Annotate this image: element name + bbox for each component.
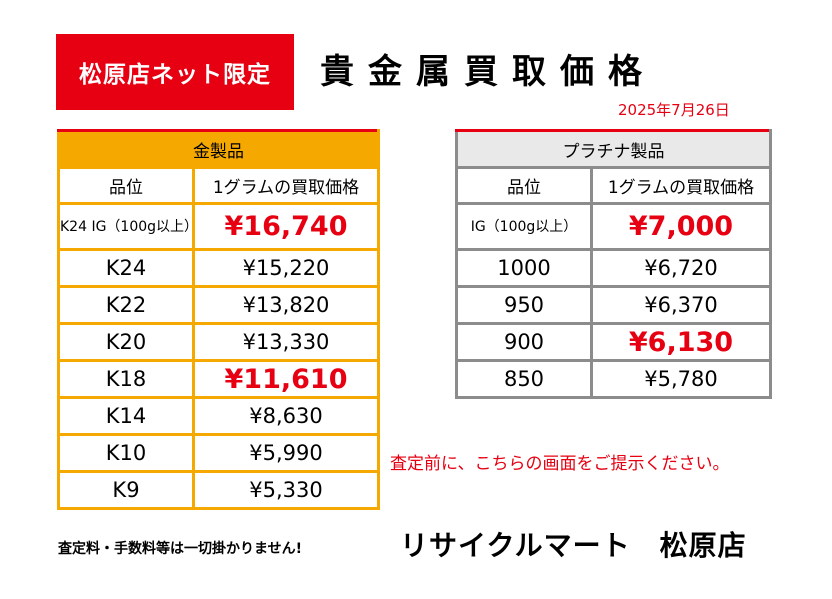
table-row: K22 ¥13,820 <box>57 285 380 325</box>
gold-grade-cell: K14 <box>57 396 195 436</box>
gold-price-table: 金製品 品位 1グラムの買取価格 K24 IG（100g以上） ¥16,740 … <box>57 129 380 510</box>
table-row: 1000 ¥6,720 <box>455 248 772 288</box>
gold-price-cell: ¥8,630 <box>192 396 380 436</box>
platinum-price-cell: ¥6,370 <box>590 285 772 325</box>
gold-price-cell: ¥13,820 <box>192 285 380 325</box>
table-row: K9 ¥5,330 <box>57 470 380 510</box>
platinum-grade-cell: 1000 <box>455 248 593 288</box>
gold-grade-cell: K18 <box>57 359 195 399</box>
platinum-price-table: プラチナ製品 品位 1グラムの買取価格 IG（100g以上） ¥7,000 10… <box>455 129 772 399</box>
platinum-table-header: プラチナ製品 <box>455 129 772 169</box>
table-row: K14 ¥8,630 <box>57 396 380 436</box>
gold-price-cell: ¥11,610 <box>192 359 380 399</box>
table-row: K24 IG（100g以上） ¥16,740 <box>57 202 380 251</box>
net-limited-badge: 松原店ネット限定 <box>56 34 294 110</box>
gold-price-cell: ¥5,990 <box>192 433 380 473</box>
table-row: 900 ¥6,130 <box>455 322 772 362</box>
platinum-grade-column-header: 品位 <box>455 166 593 205</box>
table-row: K20 ¥13,330 <box>57 322 380 362</box>
gold-grade-column-header: 品位 <box>57 166 195 205</box>
platinum-price-cell: ¥6,130 <box>590 322 772 362</box>
gold-price-cell: ¥16,740 <box>192 202 380 251</box>
platinum-grade-cell: IG（100g以上） <box>455 202 593 251</box>
gold-price-column-header: 1グラムの買取価格 <box>192 166 380 205</box>
gold-price-cell: ¥5,330 <box>192 470 380 510</box>
gold-grade-cell: K20 <box>57 322 195 362</box>
platinum-price-cell: ¥5,780 <box>590 359 772 399</box>
gold-grade-cell: K10 <box>57 433 195 473</box>
no-fees-note: 査定料・手数料等は一切掛かりません! <box>58 541 302 557</box>
gold-price-cell: ¥15,220 <box>192 248 380 288</box>
table-row: K10 ¥5,990 <box>57 433 380 473</box>
table-row: K18 ¥11,610 <box>57 359 380 399</box>
gold-grade-cell: K24 <box>57 248 195 288</box>
table-row: 850 ¥5,780 <box>455 359 772 399</box>
show-screen-notice: 査定前に、こちらの画面をご提示ください。 <box>390 454 730 474</box>
platinum-grade-cell: 850 <box>455 359 593 399</box>
price-date: 2025年7月26日 <box>618 101 730 119</box>
platinum-grade-cell: 900 <box>455 322 593 362</box>
gold-price-cell: ¥13,330 <box>192 322 380 362</box>
platinum-grade-cell: 950 <box>455 285 593 325</box>
gold-grade-cell: K24 IG（100g以上） <box>57 202 198 251</box>
gold-grade-cell: K9 <box>57 470 195 510</box>
table-row: K24 ¥15,220 <box>57 248 380 288</box>
platinum-price-cell: ¥7,000 <box>590 202 772 251</box>
store-name: リサイクルマート 松原店 <box>400 529 747 562</box>
gold-grade-cell: K22 <box>57 285 195 325</box>
platinum-price-column-header: 1グラムの買取価格 <box>590 166 772 205</box>
page-title: 貴金属買取価格 <box>320 52 656 92</box>
table-row: IG（100g以上） ¥7,000 <box>455 202 772 251</box>
gold-table-header: 金製品 <box>57 129 380 169</box>
platinum-price-cell: ¥6,720 <box>590 248 772 288</box>
table-row: 950 ¥6,370 <box>455 285 772 325</box>
